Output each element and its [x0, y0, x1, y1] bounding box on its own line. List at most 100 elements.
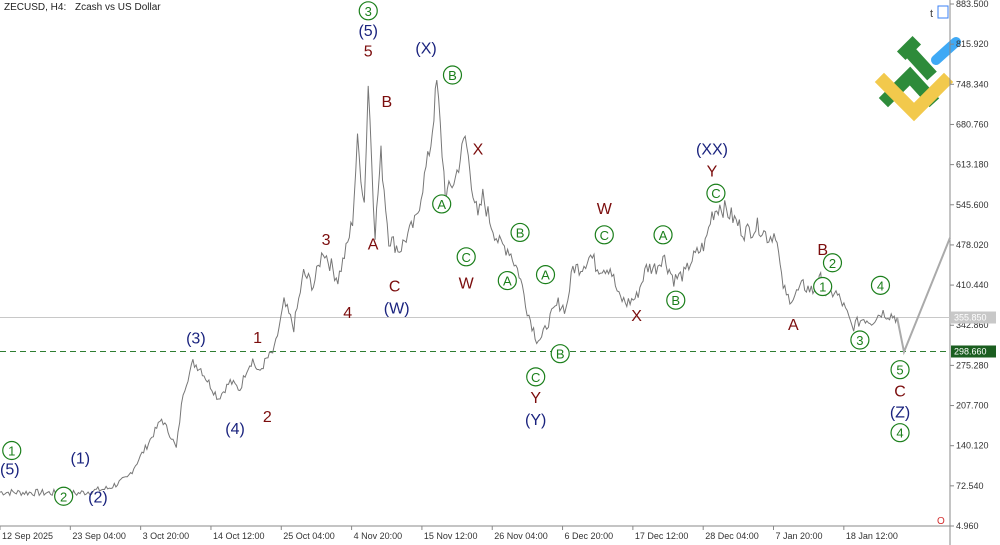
wave-label-circle	[497, 270, 517, 291]
brand-logo	[874, 35, 961, 122]
time-tick-label: 17 Dec 12:00	[635, 531, 689, 541]
record-icon[interactable]: O	[937, 516, 945, 527]
wave-label-circle	[890, 423, 910, 443]
symbol-description: Zcash vs US Dollar	[75, 2, 161, 13]
wave-label-circle	[526, 367, 546, 387]
wave-label: 2	[263, 409, 272, 426]
support-level-label: 298.660	[954, 346, 987, 356]
wave-label: (3)	[186, 331, 206, 348]
wave-label: B	[448, 68, 457, 83]
price-tick-label: 72.540	[956, 481, 984, 491]
current-price-label: 355.850	[954, 313, 987, 323]
wave-label: (X)	[415, 41, 436, 58]
wave-label: Y	[530, 390, 541, 407]
wave-label-circle	[442, 65, 463, 85]
time-tick-label: 28 Dec 04:00	[705, 531, 759, 541]
wave-label: Y	[707, 164, 718, 181]
wave-label: C	[389, 278, 401, 295]
wave-label: A	[368, 237, 379, 254]
wave-label-circle	[2, 440, 22, 461]
wave-label: 1	[253, 330, 262, 347]
wave-label: 4	[343, 305, 352, 322]
wave-label: (Z)	[890, 404, 910, 421]
wave-label: X	[631, 308, 642, 325]
wave-label-circle	[510, 222, 530, 243]
price-tick-label: 410.440	[956, 280, 989, 290]
wave-label: C	[461, 250, 470, 265]
symbol-label: ZECUSD, H4:	[4, 2, 67, 13]
wave-label-circle	[822, 253, 843, 273]
wave-label: 1	[819, 280, 826, 295]
flask-icon[interactable]	[937, 5, 949, 19]
plot-area	[0, 80, 951, 498]
wave-label: 4	[896, 426, 903, 441]
price-tick-label: 680.760	[956, 119, 989, 129]
wave-label: 2	[60, 489, 67, 504]
price-tick-label: 275.280	[956, 360, 989, 370]
support-level-tag	[951, 345, 996, 358]
wave-label: A	[541, 268, 550, 283]
time-tick-label: 4 Nov 20:00	[354, 531, 403, 541]
time-tick-label: 15 Nov 12:00	[424, 531, 478, 541]
price-tick-label: 545.600	[956, 200, 989, 210]
wave-label: 4	[877, 278, 884, 293]
time-tick-label: 6 Dec 20:00	[565, 531, 614, 541]
trade-icon[interactable]: t	[930, 8, 933, 20]
wave-label: 1	[8, 444, 15, 459]
wave-label: B	[382, 94, 393, 111]
wave-label: B	[671, 293, 680, 308]
wave-label: B	[556, 347, 565, 362]
price-tick-label: 883.500	[956, 0, 989, 9]
price-tick-label: 4.960	[956, 521, 979, 531]
time-tick-label: 23 Sep 04:00	[72, 531, 126, 541]
price-tick-label: 815.920	[956, 39, 989, 49]
wave-label-circle	[870, 275, 891, 295]
price-tick-label: 478.020	[956, 240, 989, 250]
wave-label-circle	[456, 247, 476, 267]
wave-label: A	[659, 228, 668, 243]
wave-label: (1)	[71, 451, 91, 468]
wave-label: A	[788, 317, 799, 334]
wave-label-circle	[813, 276, 833, 297]
chart-corner-icons[interactable]: t O	[930, 5, 949, 527]
wave-label: 2	[829, 256, 836, 271]
wave-label: A	[437, 197, 446, 212]
wave-label: C	[711, 186, 720, 201]
wave-label: (4)	[225, 421, 245, 438]
wave-label: 5	[896, 363, 903, 378]
wave-label: (5)	[0, 461, 20, 478]
wave-label: 3	[365, 4, 372, 19]
price-tick-label: 207.700	[956, 401, 989, 411]
price-series-line	[0, 80, 898, 498]
wave-label: 3	[322, 232, 331, 249]
price-tick-label: 613.180	[956, 160, 989, 170]
wave-label: (Y)	[525, 412, 546, 429]
time-tick-label: 18 Jan 12:00	[846, 531, 898, 541]
time-tick-label: 3 Oct 20:00	[143, 531, 190, 541]
wave-label: W	[459, 275, 475, 292]
wave-label: W	[597, 201, 613, 218]
wave-label-circle	[890, 360, 910, 380]
wave-label-circle	[666, 290, 686, 310]
price-tick-label: 748.340	[956, 79, 989, 89]
wave-label: (W)	[384, 300, 410, 317]
wave-label: X	[473, 142, 484, 159]
price-axis: 883.500 815.920 748.340 680.760 613.180 545.6…	[949, 0, 996, 545]
wave-label-circle	[850, 330, 870, 350]
wave-label-circle	[54, 486, 74, 506]
wave-label: 5	[364, 44, 373, 61]
wave-label: C	[531, 370, 540, 385]
wave-label-circle	[358, 1, 378, 21]
time-tick-label: 7 Jan 20:00	[776, 531, 823, 541]
time-tick-label: 26 Nov 04:00	[494, 531, 548, 541]
wave-label: B	[817, 242, 828, 259]
wave-label: A	[503, 274, 512, 289]
wave-label: C	[600, 228, 609, 243]
wave-label: 3	[856, 333, 863, 348]
forecast-line	[896, 237, 951, 356]
wave-label-circle	[432, 194, 452, 214]
wave-label: (XX)	[696, 142, 728, 159]
time-tick-label: 25 Oct 04:00	[283, 531, 335, 541]
